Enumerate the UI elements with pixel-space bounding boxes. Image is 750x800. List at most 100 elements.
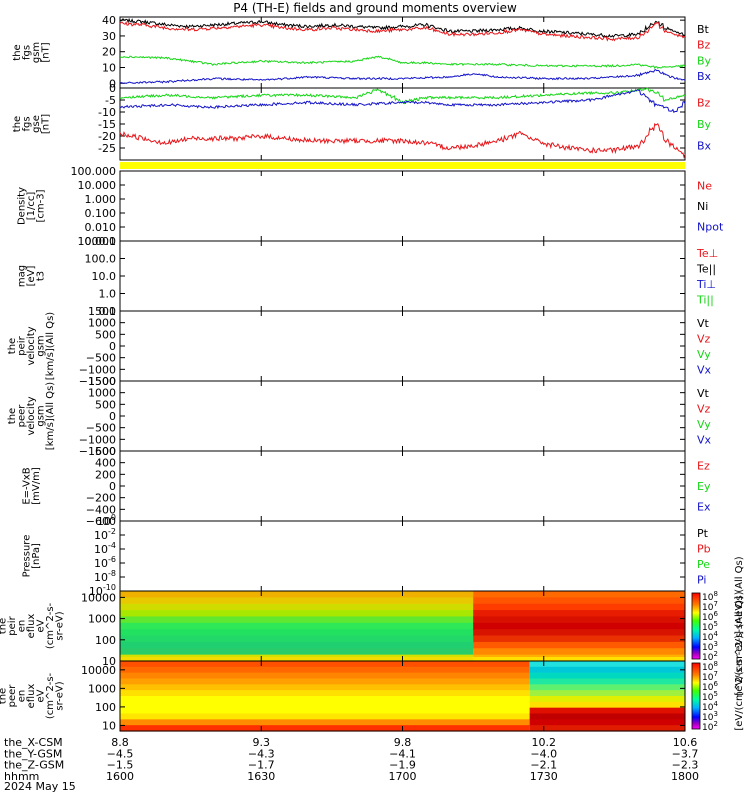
axis-row-value: −2.3 [672, 759, 699, 772]
fgs-gsm-ylabel-line: fgs [21, 45, 32, 60]
peir-spectrogram-cell [120, 597, 474, 605]
peir-spectrogram-cell [473, 597, 685, 605]
peer-velocity-ylabel-line: [km/s](All Qs) [45, 382, 56, 450]
peer-spectrogram-cell [529, 701, 685, 709]
e-field-ylabel: E=-VxB[mV/m] [21, 467, 42, 505]
peir-spectrogram-cell [120, 591, 474, 598]
e-field-ytick-label: −600 [86, 515, 116, 528]
peir-velocity-ytick-label: 0 [109, 340, 116, 353]
axis-row-value: −4.3 [248, 747, 275, 760]
axis-row-value: 1730 [530, 770, 558, 783]
peir-eflux-colorbar-tick: 102 [702, 650, 718, 663]
density-ytick-label: 0.010 [85, 221, 117, 234]
peer-velocity-ytick-label: 0 [109, 410, 116, 423]
peer-spectrogram-cell [529, 725, 685, 732]
peer-spectrogram-cell [120, 719, 530, 726]
e-field-ytick-label: 0 [109, 480, 116, 493]
axis-row-value: 1700 [389, 770, 417, 783]
fgs-gsm-ytick-label: 30 [102, 30, 116, 43]
peer-eflux-colorbar-label-text: [eV/(cm^2-s-sr-eV)] (All Qs) [734, 591, 745, 730]
legend-temperature-Te: Te⊥ [696, 247, 718, 260]
peer-eflux-colorbar-tick: 102 [702, 720, 718, 733]
peer-velocity-ytick-label: −1000 [79, 433, 116, 446]
axis-row-value: −4.1 [389, 747, 416, 760]
peer-spectrogram-cell [529, 719, 685, 726]
legend-peer-velocity-Vt: Vt [697, 387, 710, 400]
axis-row-label: the_X-CSM [4, 736, 63, 749]
legend-pressure-Pi: Pi [697, 573, 706, 586]
fgs-gsm-ytick-label: 40 [102, 14, 116, 27]
peer-spectrogram-cell [529, 678, 685, 685]
chart-title: P4 (TH-E) fields and ground moments over… [233, 1, 517, 15]
peir-eflux-ylabel-line: peir [7, 615, 18, 635]
legend-temperature-Ti: Ti|| [696, 293, 714, 306]
pressure-ytick-label: 10-6 [94, 555, 116, 570]
peer-velocity-frame [119, 380, 686, 452]
legend-pressure-Pe: Pe [697, 558, 710, 571]
density-ytick-label: 1.000 [85, 193, 117, 206]
peir-spectrogram-cell [473, 603, 685, 611]
fgs-gse-ytick-label: -25 [98, 142, 116, 155]
peer-spectrogram-cell [120, 725, 530, 732]
temperature-ytick-label: 10.0 [92, 270, 117, 283]
axis-row-value: −4.5 [107, 747, 134, 760]
peer-eflux-ylabel-line: sr-eV) [55, 681, 66, 710]
axis-row-value: 10.2 [532, 736, 557, 749]
peir-spectrogram-cell [120, 629, 474, 637]
peer-spectrogram-cell [120, 666, 530, 674]
peer-eflux-ytick-label: 1000 [88, 682, 116, 695]
density-frame [119, 170, 686, 242]
panel-temperature: 1000.0 100.0 10.0 1.0 0.1 mag[eV]t3 Te⊥ Te|| Ti⊥… [17, 235, 719, 318]
peir-eflux-colorbar-tick: 106 [702, 610, 718, 623]
peer-velocity-ytick-label: −500 [86, 422, 116, 435]
density-ytick-label: 0.100 [85, 207, 117, 220]
legend-fgs-gse-By: By [697, 118, 712, 131]
fgs-gsm-ylabel-line: gsm [31, 42, 42, 63]
e-field-ytick-label: −200 [86, 492, 116, 505]
legend-e-field-Ez: Ez [697, 459, 710, 472]
pressure-ylabel-line: Pressure [21, 535, 32, 578]
fgs-gsm-ylabel-line: the [12, 44, 23, 60]
series-fgs-gse-Bx [119, 89, 686, 114]
legend-peir-velocity-Vy: Vy [697, 348, 711, 361]
fgs-gsm-ytick-label: 10 [102, 61, 116, 74]
peer-spectrogram-cell [529, 666, 685, 674]
peer-spectrogram-cell [529, 696, 685, 703]
peer-eflux-ylabel-line: peer [7, 684, 18, 708]
e-field-frame [119, 450, 686, 522]
pressure-ylabel-line: [nPa] [31, 543, 42, 569]
peir-velocity-ytick-label: 1500 [88, 305, 116, 318]
peer-spectrogram-cell [529, 672, 685, 680]
peir-eflux-ytick-label: 100 [95, 634, 116, 647]
temperature-ylabel-line: mag [17, 265, 28, 287]
peir-spectrogram-cell [120, 610, 474, 618]
peer-spectrogram-cell [529, 713, 685, 720]
peir-eflux-ylabel-line: sr-eV) [55, 611, 66, 640]
peir-spectrogram-cell [120, 641, 474, 649]
peir-eflux-ytick-label: 10000 [81, 591, 116, 604]
peir-spectrogram-cell [473, 629, 685, 637]
temperature-ytick-label: 100.0 [85, 253, 117, 266]
e-field-ytick-label: −400 [86, 503, 116, 516]
temperature-ylabel-line: [eV] [26, 266, 37, 287]
peer-velocity-ylabel-line: peer [17, 404, 28, 428]
density-ytick-label: 100.000 [71, 165, 117, 178]
axis-row-value: −1.9 [389, 759, 416, 772]
peer-spectrogram-cell [120, 696, 530, 703]
peir-spectrogram-cell [473, 622, 685, 630]
legend-peir-velocity-Vz: Vz [697, 332, 711, 345]
series-fgs-gse-By [119, 87, 686, 105]
peir-eflux-colorbar-tick: 107 [702, 600, 718, 613]
peer-eflux-ytick-label: 10 [102, 719, 116, 732]
fgs-gse-ytick-label: -5 [105, 94, 116, 107]
peer-spectrogram-cell [120, 678, 530, 685]
peir-spectrogram-cell [120, 648, 474, 656]
